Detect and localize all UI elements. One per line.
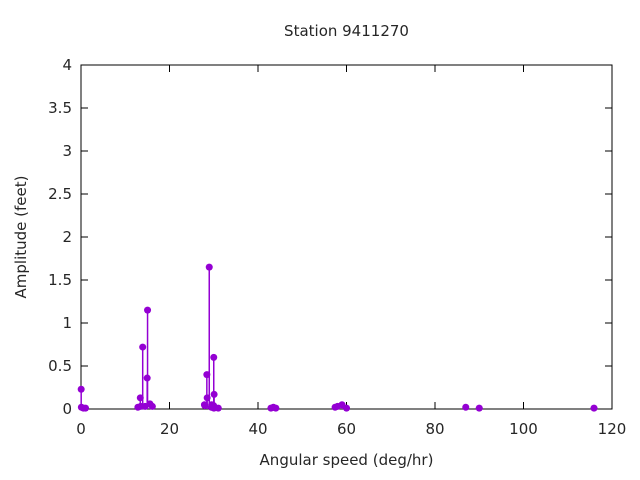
y-tick-label: 0.5 <box>48 357 72 375</box>
data-point <box>77 385 85 393</box>
x-tick-label: 20 <box>160 420 179 438</box>
y-tick-label: 2.5 <box>48 185 72 203</box>
data-point <box>136 394 144 402</box>
chart-title: Station 9411270 <box>284 22 409 40</box>
y-tick-label: 3.5 <box>48 99 72 117</box>
data-point <box>144 306 152 314</box>
y-tick-label: 1.5 <box>48 271 72 289</box>
data-point <box>590 404 598 412</box>
data-point <box>203 394 211 402</box>
data-point <box>214 404 222 412</box>
x-tick-label: 80 <box>425 420 444 438</box>
data-point <box>201 402 209 410</box>
plot-border <box>80 64 613 410</box>
data-point <box>272 404 280 412</box>
y-tick-label: 2 <box>62 228 72 246</box>
data-point <box>343 404 350 412</box>
x-tick-label: 120 <box>598 420 627 438</box>
x-tick-label: 40 <box>248 420 267 438</box>
x-tick-label: 60 <box>337 420 356 438</box>
data-point <box>210 390 218 398</box>
data-point <box>203 371 211 379</box>
data-point <box>143 374 151 382</box>
data-point <box>462 403 470 411</box>
x-axis-label: Angular speed (deg/hr) <box>259 451 434 469</box>
data-point <box>81 404 89 412</box>
x-tick-label: 100 <box>509 420 538 438</box>
data-point <box>210 353 218 361</box>
y-tick-label: 4 <box>62 56 72 74</box>
data-point <box>475 404 483 412</box>
y-tick-label: 3 <box>62 142 72 160</box>
data-point <box>139 343 147 351</box>
data-point <box>148 402 156 410</box>
data-point <box>205 263 213 271</box>
x-tick-label: 0 <box>76 420 86 438</box>
y-tick-label: 1 <box>62 314 72 332</box>
y-tick-label: 0 <box>62 400 72 418</box>
